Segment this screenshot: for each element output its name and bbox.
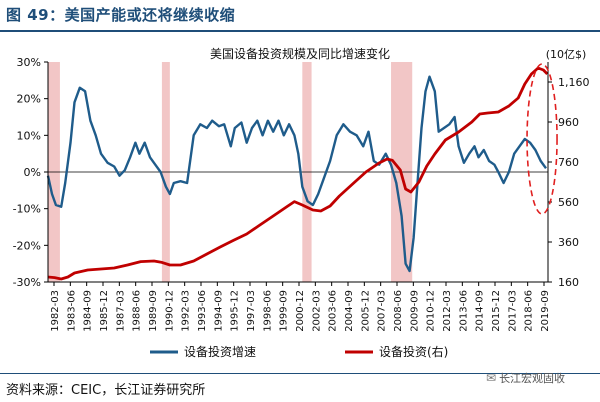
watermark-text: 长江宏观固收 (499, 372, 566, 385)
x-axis-ticks: 1982-03 1983-06 1984-09 1985-12 1987-03 1988-… (50, 282, 551, 332)
title-rule (0, 30, 600, 32)
right-tick-label: 360 (558, 236, 579, 249)
x-tick-label: 2012-03 (442, 290, 453, 332)
x-tick-label: 1994-09 (213, 290, 224, 332)
series-layer (46, 66, 549, 281)
chart-title: 美国设备投资规模及同比增速变化 (210, 46, 390, 61)
x-tick-label: 2008-06 (393, 290, 404, 332)
chart: -30%-20%-10%0%10%20%30% 1603605607609601… (13, 46, 590, 359)
left-tick-label: -30% (13, 276, 41, 289)
series-line-1 (47, 66, 549, 281)
x-tick-label: 2007-03 (377, 290, 388, 332)
x-tick-label: 2010-12 (426, 290, 437, 332)
x-tick-label: 1982-03 (50, 290, 61, 332)
x-tick-label: 1990-12 (164, 290, 175, 332)
right-axis-ticks: 160 360 560 760 960 1,160 (548, 76, 590, 289)
x-tick-label: 2002-03 (311, 290, 322, 332)
x-tick-label: 2018-06 (524, 290, 535, 332)
figure-title: 图 49：美国产能或还将继续收缩 (6, 6, 236, 24)
x-tick-label: 2009-09 (409, 290, 420, 332)
x-tick-label: 1995-12 (230, 290, 241, 332)
x-tick-label: 1992-03 (181, 290, 192, 332)
x-tick-label: 1999-09 (279, 290, 290, 332)
legend-label-1: 设备投资(右) (379, 344, 448, 359)
right-tick-label: 760 (558, 156, 579, 169)
x-tick-label: 1985-12 (99, 290, 110, 332)
x-tick-label: 1987-03 (115, 290, 126, 332)
x-tick-label: 2003-06 (328, 290, 339, 332)
right-tick-label: 560 (558, 196, 579, 209)
dashed-ellipse (526, 63, 558, 215)
right-tick-label: 1,160 (558, 76, 590, 89)
x-tick-label: 1988-06 (132, 290, 143, 332)
legend: 设备投资增速 设备投资(右) (150, 344, 448, 359)
x-tick-label: 1989-09 (148, 290, 159, 332)
left-tick-label: 10% (17, 129, 41, 142)
legend-label-0: 设备投资增速 (184, 344, 256, 359)
x-tick-label: 1993-06 (197, 290, 208, 332)
wechat-icon: ✉ (486, 371, 497, 385)
x-tick-label: 2014-09 (475, 290, 486, 332)
x-tick-label: 2000-12 (295, 290, 306, 332)
left-axis-ticks: -30% -20% -10% 0% 10% 20% 30% (13, 56, 48, 289)
source-note: 资料来源：CEIC，长江证券研究所 (6, 383, 206, 398)
right-tick-label: 160 (558, 276, 579, 289)
x-tick-label: 1998-06 (262, 290, 273, 332)
x-tick-label: 2004-09 (344, 290, 355, 332)
x-tick-label: 2019-09 (540, 290, 551, 332)
x-tick-label: 2013-06 (458, 290, 469, 332)
left-tick-label: -10% (13, 203, 41, 216)
left-tick-label: 20% (17, 93, 41, 106)
x-tick-label: 1997-03 (246, 290, 257, 332)
x-tick-label: 2017-03 (507, 290, 518, 332)
right-axis-unit: (10亿$) (546, 48, 587, 61)
footer-rule (0, 373, 600, 374)
x-tick-label: 1984-09 (83, 290, 94, 332)
left-tick-label: 0% (24, 166, 41, 179)
x-tick-label: 2005-12 (360, 290, 371, 332)
x-tick-label: 2015-12 (491, 290, 502, 332)
series-line-0 (46, 75, 547, 273)
annotation-ellipse (526, 63, 558, 215)
left-tick-label: -20% (13, 239, 41, 252)
x-tick-label: 1983-06 (66, 290, 77, 332)
right-tick-label: 960 (558, 116, 579, 129)
left-tick-label: 30% (17, 56, 41, 69)
watermark: ✉ 长江宏观固收 (486, 370, 565, 386)
